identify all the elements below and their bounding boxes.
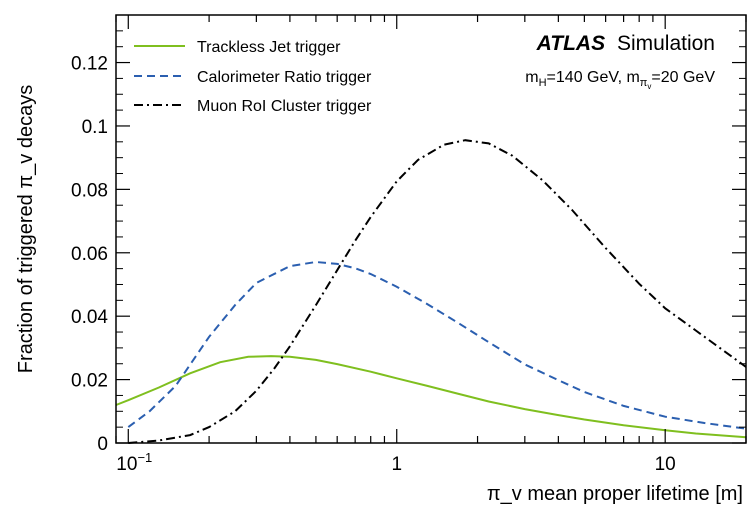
x-tick-labels: 10−1 1 10 <box>116 450 675 475</box>
series-line-3 <box>128 139 747 444</box>
plot-curves <box>115 139 747 444</box>
y-tick-label: 0.06 <box>71 244 108 265</box>
y-tick-label: 0.02 <box>71 371 108 392</box>
svg-text:ATLAS Simulation: ATLAS Simulation <box>536 32 715 55</box>
atlas-logo-text: ATLAS <box>536 32 605 55</box>
mh-subscript: H <box>539 77 547 89</box>
x-tick-label: 1 <box>391 454 402 475</box>
series-line-1 <box>115 355 747 439</box>
legend-label: Calorimeter Ratio trigger <box>197 69 372 86</box>
y-tick-label: 0.1 <box>82 117 108 138</box>
legend-entry: Trackless Jet trigger <box>134 39 341 56</box>
svg-text:mH=140 GeV, mπv=20 GeV: mH=140 GeV, mπv=20 GeV <box>525 69 715 91</box>
x-tick-label: 10 <box>655 454 676 475</box>
series-line-2 <box>127 260 747 430</box>
y-tick-label: 0.04 <box>71 307 108 328</box>
x-tick-label: 10−1 <box>116 450 152 475</box>
legend-entry: Muon RoI Cluster trigger <box>134 98 372 115</box>
mh-symbol: m <box>525 69 538 86</box>
mpi-subsubscript: v <box>647 82 651 91</box>
legend: Trackless Jet trigger Calorimeter Ratio t… <box>134 39 372 115</box>
atlas-label: ATLAS Simulation <box>536 32 715 55</box>
y-tick-label: 0.12 <box>71 54 108 75</box>
mass-annotation: mH=140 GeV, mπv=20 GeV <box>525 69 715 91</box>
mpi-subscript: π <box>640 77 648 89</box>
x-axis-title: π_v mean proper lifetime [m] <box>487 483 743 505</box>
y-tick-labels: 0 0.02 0.04 0.06 0.08 0.1 0.12 <box>71 54 108 455</box>
y-tick-label: 0 <box>97 434 108 455</box>
mpi-value: =20 GeV <box>651 69 715 86</box>
axis-ticks <box>115 14 747 444</box>
plot-frame <box>115 14 747 444</box>
legend-entry: Calorimeter Ratio trigger <box>134 69 372 86</box>
y-tick-label: 0.08 <box>71 180 108 201</box>
legend-label: Trackless Jet trigger <box>197 39 341 56</box>
simulation-text: Simulation <box>617 32 715 55</box>
y-axis-title: Fraction of triggered π_v decays <box>15 85 37 373</box>
mh-value: =140 GeV, m <box>547 69 640 86</box>
legend-label: Muon RoI Cluster trigger <box>197 98 372 115</box>
